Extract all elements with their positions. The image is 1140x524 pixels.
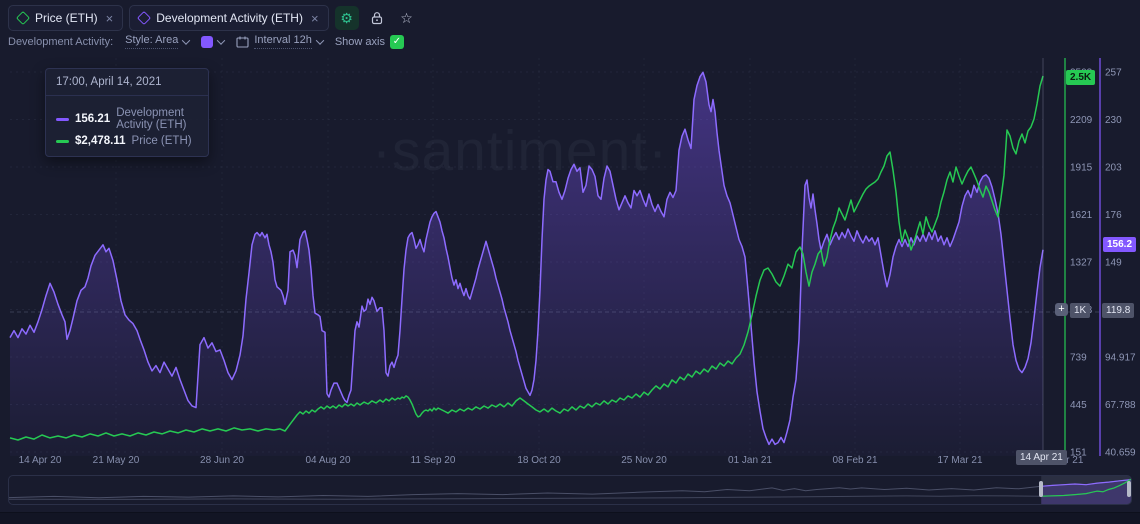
tab-price-eth[interactable]: Price (ETH) × (8, 5, 124, 31)
dev-current-value-badge: 156.2 (1103, 237, 1137, 252)
favorite-star-icon[interactable]: ☆ (400, 9, 413, 26)
svg-text:28 Jun 20: 28 Jun 20 (200, 455, 244, 466)
chevron-down-icon (217, 35, 226, 45)
metric-name-label: Development Activity: (8, 35, 114, 48)
svg-text:176: 176 (1105, 210, 1122, 221)
svg-text:18 Oct 20: 18 Oct 20 (517, 455, 561, 466)
svg-text:17 Mar 21: 17 Mar 21 (937, 455, 982, 466)
price-diamond-icon (15, 10, 31, 26)
svg-text:1327: 1327 (1070, 258, 1093, 269)
svg-text:445: 445 (1070, 400, 1087, 411)
settings-gear-icon[interactable]: ⚙ (334, 6, 359, 30)
color-dropdown[interactable] (201, 35, 226, 48)
minimap-right-handle[interactable] (1127, 481, 1131, 497)
tab-label: Price (ETH) (35, 11, 98, 25)
svg-text:67.788: 67.788 (1105, 400, 1136, 411)
close-icon[interactable]: × (310, 10, 319, 26)
close-icon[interactable]: × (105, 10, 114, 26)
svg-text:1915: 1915 (1070, 163, 1093, 174)
svg-text:203: 203 (1105, 163, 1122, 174)
hover-tooltip: 17:00, April 14, 2021 156.21 Development… (45, 68, 209, 157)
svg-text:40.659: 40.659 (1105, 448, 1136, 459)
lock-icon[interactable] (365, 6, 389, 30)
svg-text:257: 257 (1105, 68, 1122, 79)
santiment-watermark: ·santiment· (372, 119, 669, 183)
tab-label: Development Activity (ETH) (156, 11, 303, 25)
minimap-left-handle[interactable] (1039, 481, 1043, 497)
add-alert-plus-button[interactable]: + (1055, 303, 1068, 316)
tooltip-datetime: 17:00, April 14, 2021 (46, 69, 208, 96)
svg-text:11 Sep 20: 11 Sep 20 (411, 455, 456, 466)
timeline-minimap[interactable] (8, 475, 1132, 505)
svg-text:2209: 2209 (1070, 115, 1093, 126)
price-current-value-badge: 2.5K (1066, 70, 1096, 85)
dev-crosshair-badge: 119.8 (1102, 303, 1135, 318)
svg-text:94.917: 94.917 (1105, 353, 1136, 364)
svg-text:25 Nov 20: 25 Nov 20 (621, 455, 667, 466)
interval-dropdown[interactable]: Interval 12h (236, 34, 325, 49)
svg-text:08 Feb 21: 08 Feb 21 (832, 455, 877, 466)
svg-text:149: 149 (1105, 258, 1122, 269)
dev-series-marker (56, 117, 69, 121)
svg-text:14 Apr 20: 14 Apr 20 (19, 455, 62, 466)
series-color-swatch (201, 35, 214, 48)
svg-text:230: 230 (1105, 115, 1122, 126)
tooltip-row-dev: 156.21 Development Activity (ETH) (56, 107, 198, 131)
tooltip-row-price: $2,478.11 Price (ETH) (56, 135, 198, 147)
chevron-down-icon (182, 35, 191, 45)
svg-text:151: 151 (1070, 448, 1087, 459)
interval-icon (236, 36, 249, 48)
hovered-date-badge: 14 Apr 21 (1016, 450, 1067, 465)
svg-text:739: 739 (1070, 353, 1087, 364)
show-axis-checkbox[interactable]: ✓ (389, 34, 404, 49)
metric-toolbar: Development Activity: Style: Area Interv… (8, 34, 404, 49)
dev-activity-diamond-icon (137, 10, 152, 26)
tab-development-activity-eth[interactable]: Development Activity (ETH) × (129, 5, 329, 31)
style-dropdown[interactable]: Style: Area (125, 34, 191, 49)
svg-text:21 May 20: 21 May 20 (93, 455, 140, 466)
chevron-down-icon (315, 35, 325, 45)
svg-text:1621: 1621 (1070, 210, 1093, 221)
bottom-strip (0, 512, 1140, 524)
price-series-marker (56, 139, 69, 143)
price-crosshair-badge: 1K (1070, 303, 1091, 318)
header-tab-bar: Price (ETH) × Development Activity (ETH)… (8, 5, 419, 31)
show-axis-toggle[interactable]: Show axis ✓ (335, 34, 404, 49)
svg-text:01 Jan 21: 01 Jan 21 (728, 455, 772, 466)
svg-text:04 Aug 20: 04 Aug 20 (305, 455, 350, 466)
